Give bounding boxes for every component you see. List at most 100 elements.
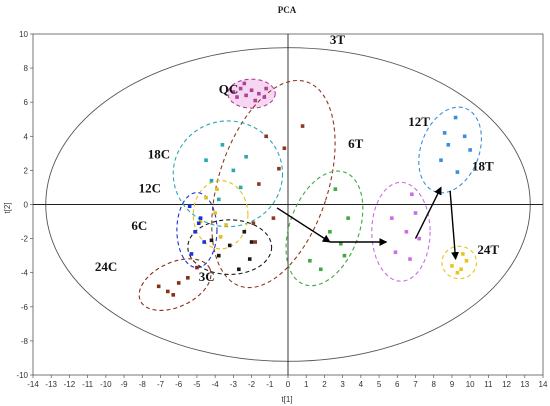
- point-24c: [195, 265, 199, 270]
- point-18t: [462, 134, 467, 139]
- point-12t: [417, 236, 421, 241]
- trend-arrows: [276, 186, 459, 261]
- point-24t: [459, 267, 463, 272]
- x-tick-label: 6: [395, 380, 400, 389]
- ellipse-24c: [138, 258, 212, 311]
- x-tick-label: 0: [286, 380, 291, 389]
- point-3t: [257, 182, 261, 186]
- x-tick-label: 5: [377, 380, 382, 389]
- point-24c: [165, 289, 170, 294]
- label-6t: 6T: [348, 136, 364, 151]
- point-3t: [264, 134, 268, 139]
- point-12t: [393, 250, 398, 255]
- point-3t: [271, 216, 276, 220]
- trend-arrow: [276, 207, 331, 243]
- x-tick-label: -8: [139, 380, 147, 389]
- point-3c: [216, 253, 221, 258]
- point-3c: [247, 257, 252, 261]
- x-tick-label: 10: [466, 380, 475, 389]
- point-qc: [231, 90, 236, 94]
- ellipse-6t: [285, 170, 364, 287]
- point-3t: [282, 146, 287, 151]
- label-6c: 6C: [131, 218, 147, 233]
- label-12t: 12T: [408, 114, 430, 129]
- point-18c: [220, 143, 225, 147]
- ellipse-24t: [441, 245, 478, 280]
- point-qc: [249, 88, 254, 93]
- x-tick-label: -9: [121, 380, 129, 389]
- point-12t: [410, 192, 414, 197]
- x-tick-label: -6: [175, 380, 183, 389]
- point-qc: [238, 86, 243, 91]
- point-6c: [202, 240, 207, 244]
- x-tick-label: 14: [539, 380, 548, 389]
- x-tick-label: 13: [520, 380, 529, 389]
- point-18c: [238, 185, 243, 190]
- point-12c: [213, 211, 217, 215]
- ellipse-6c: [176, 192, 218, 269]
- point-12t: [413, 211, 418, 215]
- point-18t: [442, 131, 447, 135]
- point-18t: [439, 158, 443, 162]
- point-18c: [244, 154, 248, 159]
- point-qc: [257, 91, 261, 96]
- point-3c: [209, 238, 214, 243]
- point-6c: [196, 221, 201, 226]
- ellipse-18c: [172, 120, 284, 228]
- point-12c: [198, 219, 203, 224]
- x-tick-label: -13: [45, 380, 57, 389]
- x-tick-label: 9: [450, 380, 455, 389]
- x-tick-label: 3: [340, 380, 345, 389]
- point-3c: [249, 240, 254, 244]
- label-24c: 24C: [95, 259, 117, 274]
- point-24c: [156, 284, 161, 289]
- point-6c: [187, 204, 192, 209]
- point-6c: [193, 229, 197, 234]
- label-3t: 3T: [330, 32, 346, 47]
- point-3c: [237, 267, 241, 272]
- point-6t: [318, 267, 323, 272]
- group-labels: QC 3T 6T 12T 18T 24T 18C 12C 6C 3C 24C: [95, 32, 499, 284]
- label-18t: 18T: [472, 158, 494, 173]
- y-tick-label: -4: [21, 269, 29, 278]
- point-qc: [262, 95, 267, 99]
- x-tick-label: -5: [193, 380, 201, 389]
- y-axis-title: t[2]: [3, 202, 12, 213]
- label-18c: 18C: [148, 146, 170, 161]
- point-3c: [227, 243, 232, 248]
- x-tick-label: 12: [502, 380, 511, 389]
- y-tick-label: 2: [24, 166, 29, 175]
- point-6t: [308, 258, 312, 263]
- x-tick-label: -10: [100, 380, 112, 389]
- ellipse-12t: [371, 181, 431, 282]
- x-tick-label: 8: [431, 380, 436, 389]
- x-tick-label: 2: [322, 380, 327, 389]
- point-12c: [224, 223, 228, 227]
- ellipse-qc: [227, 78, 276, 109]
- point-24c: [186, 276, 190, 280]
- point-18t: [453, 115, 458, 120]
- x-tick-label: 4: [359, 380, 364, 389]
- point-qc: [235, 95, 239, 99]
- x-tick-label: -12: [64, 380, 76, 389]
- point-qc: [244, 93, 248, 98]
- point-18c: [209, 178, 214, 183]
- point-6t: [339, 241, 343, 246]
- x-axis-title: t[1]: [281, 395, 292, 404]
- point-12c: [218, 235, 223, 239]
- y-tick-label: -2: [21, 235, 29, 244]
- point-24t: [464, 258, 469, 263]
- point-12t: [390, 216, 394, 220]
- point-12t: [408, 257, 412, 261]
- point-3c: [242, 229, 247, 234]
- point-3t: [300, 124, 305, 128]
- point-3t: [251, 221, 256, 226]
- x-tick-label: -14: [27, 380, 39, 389]
- y-tick-label: 0: [24, 201, 29, 210]
- ellipse-12c: [192, 180, 249, 250]
- point-18c: [231, 168, 236, 173]
- x-tick-label: -3: [230, 380, 238, 389]
- x-tick-label: 7: [413, 380, 418, 389]
- point-18t: [446, 143, 451, 147]
